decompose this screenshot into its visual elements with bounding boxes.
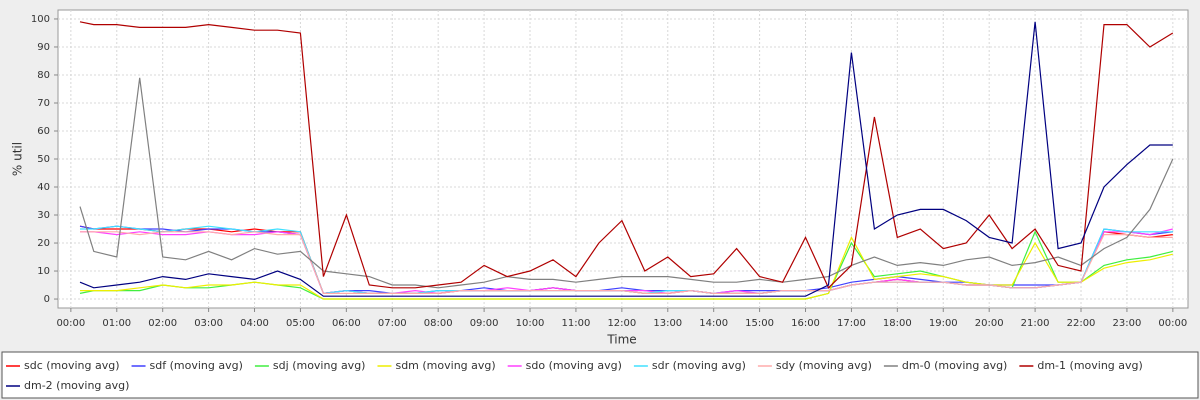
x-tick-label: 06:00 [332, 318, 361, 329]
legend-label: sdm (moving avg) [395, 359, 495, 372]
legend [1, 351, 1199, 399]
y-tick-label: 100 [31, 14, 50, 25]
x-tick-label: 07:00 [378, 318, 407, 329]
legend-label: dm-1 (moving avg) [1037, 359, 1142, 372]
legend-label: sdo (moving avg) [526, 359, 622, 372]
x-tick-label: 17:00 [837, 318, 866, 329]
x-tick-label: 04:00 [240, 318, 269, 329]
y-tick-label: 60 [37, 126, 50, 137]
x-tick-label: 05:00 [286, 318, 315, 329]
x-tick-label: 14:00 [699, 318, 728, 329]
y-axis-label: % util [11, 142, 25, 176]
x-axis-label: Time [606, 333, 636, 347]
x-tick-label: 23:00 [1113, 318, 1142, 329]
legend-label: dm-2 (moving avg) [24, 379, 129, 392]
series-line [79, 77, 1174, 289]
x-tick-label: 02:00 [148, 318, 177, 329]
x-tick-label: 00:00 [56, 318, 85, 329]
y-tick-label: 0 [44, 294, 50, 305]
series-line [79, 21, 1174, 289]
x-tick-label: 13:00 [653, 318, 682, 329]
x-tick-label: 15:00 [745, 318, 774, 329]
legend-label: sdj (moving avg) [273, 359, 366, 372]
y-tick-label: 20 [37, 238, 50, 249]
y-tick-label: 50 [37, 154, 50, 165]
x-tick-label: 03:00 [194, 318, 223, 329]
y-tick-label: 80 [37, 70, 50, 81]
x-tick-label: 00:00 [1158, 318, 1187, 329]
x-tick-label: 19:00 [929, 318, 958, 329]
series-line [79, 21, 1173, 297]
x-tick-label: 10:00 [516, 318, 545, 329]
y-tick-label: 90 [37, 42, 50, 53]
y-tick-label: 30 [37, 210, 50, 221]
x-tick-label: 11:00 [562, 318, 591, 329]
x-tick-label: 08:00 [424, 318, 453, 329]
x-tick-label: 01:00 [102, 318, 131, 329]
y-tick-label: 10 [37, 266, 50, 277]
y-tick-label: 70 [37, 98, 50, 109]
x-tick-label: 22:00 [1067, 318, 1096, 329]
x-tick-label: 21:00 [1021, 318, 1050, 329]
x-tick-label: 09:00 [470, 318, 499, 329]
legend-label: dm-0 (moving avg) [902, 359, 1007, 372]
series-line [80, 231, 1173, 294]
legend-label: sdf (moving avg) [150, 359, 243, 372]
legend-label: sdy (moving avg) [776, 359, 872, 372]
x-tick-label: 18:00 [883, 318, 912, 329]
x-tick-label: 20:00 [975, 318, 1004, 329]
x-tick-label: 12:00 [607, 318, 636, 329]
legend-label: sdr (moving avg) [652, 359, 746, 372]
x-tick-label: 16:00 [791, 318, 820, 329]
y-tick-label: 40 [37, 182, 50, 193]
legend-label: sdc (moving avg) [24, 359, 120, 372]
